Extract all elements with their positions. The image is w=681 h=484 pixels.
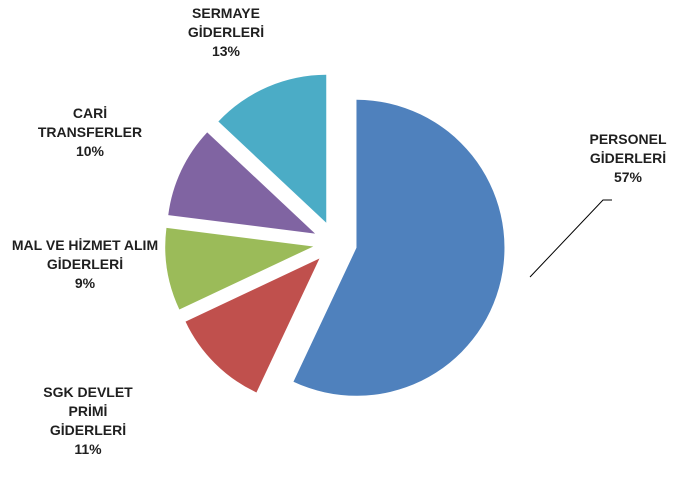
pie-slice: [293, 99, 505, 396]
category-name: SGK DEVLET PRİMİ GİDERLERİ: [43, 384, 133, 438]
value-label: 13%: [211, 43, 241, 59]
category-name: CARİ TRANSFERLER: [37, 105, 143, 140]
slice-label: SERMAYE GİDERLERİ 13%: [176, 4, 276, 61]
slice-label: CARİ TRANSFERLER 10%: [25, 104, 155, 161]
value-label: 9%: [74, 275, 96, 291]
pie-slice: [218, 74, 327, 223]
value-label: 11%: [74, 441, 102, 457]
value-label: 10%: [75, 143, 105, 159]
category-name: PERSONEL GİDERLERİ: [589, 131, 667, 166]
pie-slice: [185, 258, 320, 393]
pie-slice: [168, 132, 316, 234]
slice-label: PERSONEL GİDERLERİ 57%: [578, 130, 678, 187]
slice-label: MAL VE HİZMET ALIM GİDERLERİ 9%: [10, 236, 160, 293]
value-label: 57%: [613, 169, 643, 185]
category-name: MAL VE HİZMET ALIM GİDERLERİ: [11, 237, 159, 272]
category-name: SERMAYE GİDERLERİ: [187, 5, 265, 40]
leader-line: [529, 199, 612, 278]
pie-slice: [165, 227, 314, 310]
slice-label: SGK DEVLET PRİMİ GİDERLERİ 11%: [38, 383, 138, 459]
